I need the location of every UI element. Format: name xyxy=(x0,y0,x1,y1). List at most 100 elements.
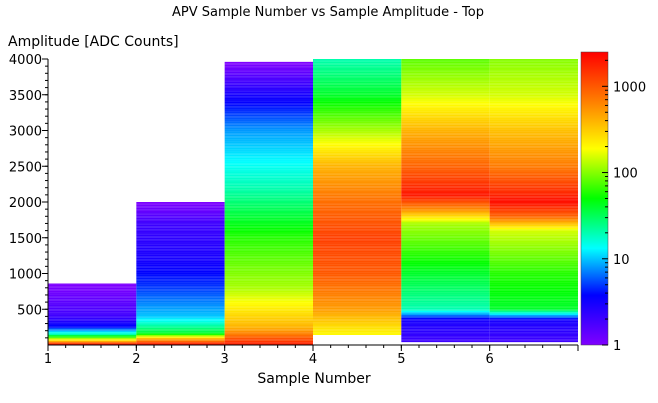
heatmap-cell xyxy=(313,226,402,228)
heatmap-cell xyxy=(313,236,402,238)
heatmap-cell xyxy=(313,190,402,192)
heatmap-cell xyxy=(224,217,313,220)
heatmap-cell xyxy=(489,136,578,138)
heatmap-cell xyxy=(401,186,490,188)
heatmap-cell xyxy=(136,327,225,330)
heatmap-cell xyxy=(401,297,490,300)
heatmap-cell xyxy=(313,222,402,224)
heatmap-cell xyxy=(489,280,578,283)
heatmap-cell xyxy=(136,247,225,250)
heatmap-cell xyxy=(224,316,313,318)
heatmap-cell xyxy=(489,90,578,92)
heatmap-cell xyxy=(224,86,313,88)
heatmap-cell xyxy=(401,299,490,301)
heatmap-cell xyxy=(224,297,313,300)
heatmap-cell xyxy=(313,154,402,157)
heatmap-cell xyxy=(489,121,578,124)
heatmap-cell xyxy=(224,286,313,288)
heatmap-cell xyxy=(313,83,402,85)
heatmap-cell xyxy=(313,202,402,204)
heatmap-cell xyxy=(401,91,490,94)
heatmap-cell xyxy=(224,79,313,81)
heatmap-cell xyxy=(489,137,578,140)
heatmap-cell xyxy=(136,243,225,245)
heatmap-cell xyxy=(401,273,490,275)
heatmap-cell xyxy=(401,191,490,194)
heatmap-cell xyxy=(401,93,490,95)
heatmap-cell xyxy=(401,249,490,251)
heatmap-cell xyxy=(313,81,402,84)
heatmap-cell xyxy=(313,113,402,115)
heatmap-cell xyxy=(48,332,137,334)
heatmap-cell xyxy=(401,259,490,261)
heatmap-cell xyxy=(489,129,578,131)
heatmap-cell xyxy=(489,226,578,228)
heatmap-cell xyxy=(489,292,578,294)
heatmap-cell xyxy=(401,89,490,91)
heatmap-cell xyxy=(489,236,578,238)
heatmap-cell xyxy=(224,146,313,148)
heatmap-cell xyxy=(489,131,578,134)
heatmap-cell xyxy=(136,326,225,328)
heatmap-cell xyxy=(401,86,490,88)
heatmap-cell xyxy=(224,157,313,160)
heatmap-cell xyxy=(48,283,137,285)
heatmap-cell xyxy=(401,167,490,170)
heatmap-cell xyxy=(313,167,402,170)
heatmap-cell xyxy=(489,111,578,114)
heatmap-cell xyxy=(489,70,578,72)
heatmap-cell xyxy=(401,149,490,151)
heatmap-cell xyxy=(401,80,490,82)
heatmap-cell xyxy=(401,114,490,117)
heatmap-cell xyxy=(489,84,578,87)
heatmap-cell xyxy=(313,159,402,161)
heatmap-cell xyxy=(489,230,578,233)
heatmap-cell xyxy=(313,299,402,301)
heatmap-cell xyxy=(489,107,578,110)
heatmap-cell xyxy=(401,300,490,303)
heatmap-cell xyxy=(401,319,490,321)
heatmap-cell xyxy=(224,153,313,155)
heatmap-cell xyxy=(489,270,578,273)
heatmap-cell xyxy=(224,183,313,185)
heatmap-cell xyxy=(401,169,490,171)
heatmap-cell xyxy=(489,212,578,214)
heatmap-cell xyxy=(224,336,313,338)
heatmap-cell xyxy=(489,319,578,321)
heatmap-cell xyxy=(313,186,402,188)
heatmap-cell xyxy=(489,180,578,182)
heatmap-cell xyxy=(224,309,313,311)
heatmap-cell xyxy=(401,81,490,84)
heatmap-cell xyxy=(224,213,313,215)
heatmap-cell xyxy=(489,282,578,284)
heatmap-cell xyxy=(313,120,402,122)
heatmap-cell xyxy=(224,320,313,323)
heatmap-cell xyxy=(313,324,402,327)
heatmap-cell xyxy=(489,333,578,335)
heatmap-cell xyxy=(401,206,490,208)
heatmap-cell xyxy=(224,156,313,158)
heatmap-cell xyxy=(313,209,402,211)
heatmap-cell xyxy=(401,269,490,271)
heatmap-cell xyxy=(401,177,490,180)
heatmap-cell xyxy=(401,204,490,207)
heatmap-cell xyxy=(313,259,402,261)
heatmap-cell xyxy=(313,273,402,275)
heatmap-cell xyxy=(136,253,225,255)
heatmap-cell xyxy=(48,326,137,328)
heatmap-cell xyxy=(313,207,402,210)
heatmap-cell xyxy=(401,290,490,293)
heatmap-cell xyxy=(489,177,578,180)
heatmap-cell xyxy=(489,114,578,117)
heatmap-cell xyxy=(136,307,225,310)
y-axis-label: Amplitude [ADC Counts] xyxy=(8,34,179,50)
heatmap-cell xyxy=(401,264,490,267)
heatmap-cell xyxy=(401,226,490,228)
heatmap-cell xyxy=(489,322,578,324)
heatmap-cell xyxy=(313,267,402,270)
heatmap-cell xyxy=(489,167,578,170)
heatmap-cell xyxy=(48,336,137,338)
heatmap-cell xyxy=(313,166,402,168)
heatmap-cell xyxy=(136,273,225,275)
heatmap-cell xyxy=(313,126,402,128)
